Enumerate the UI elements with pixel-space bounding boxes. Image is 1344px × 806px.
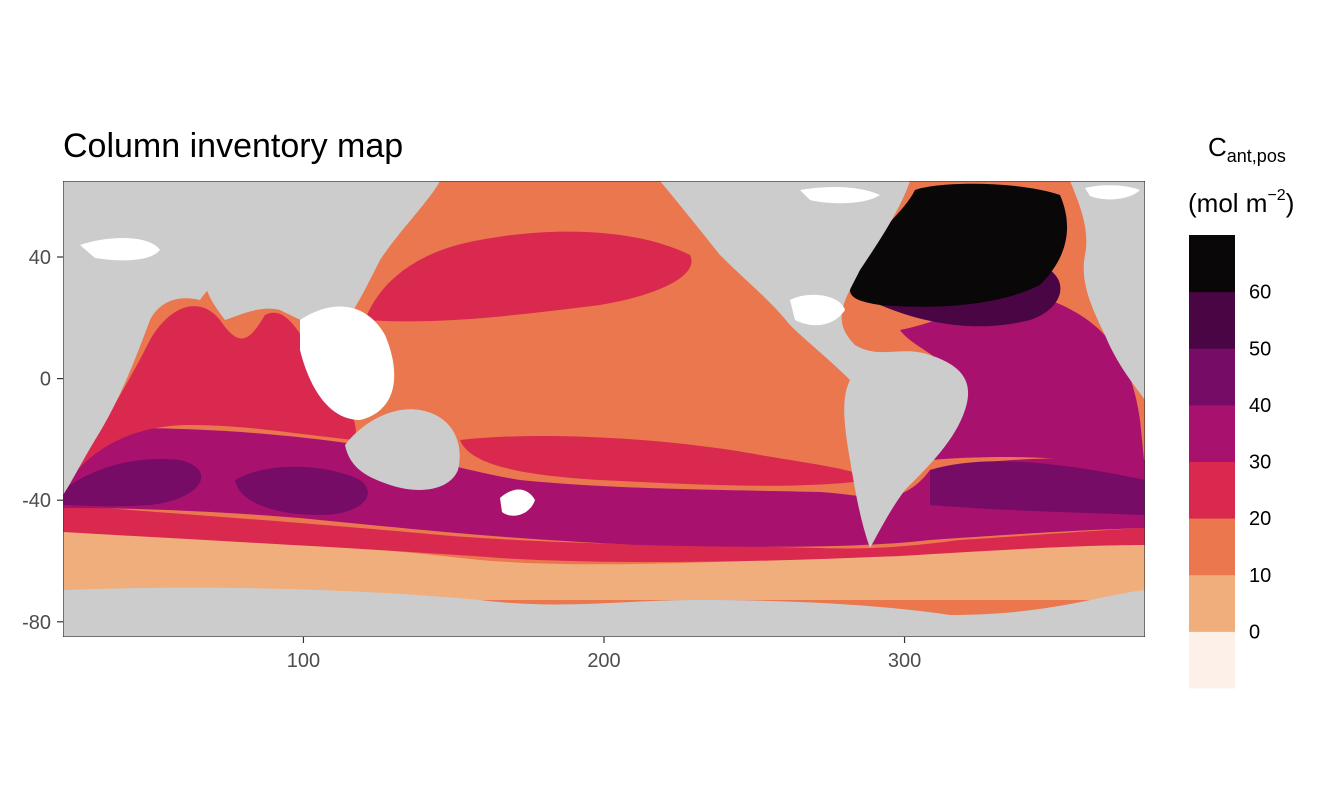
y-tick-label: 0 xyxy=(40,369,51,391)
south-pacific-20-30 xyxy=(460,435,870,486)
legend-label: 10 xyxy=(1249,565,1271,587)
legend-label: 0 xyxy=(1249,621,1260,643)
legend-bin xyxy=(1189,235,1235,293)
legend-label: 60 xyxy=(1249,282,1271,304)
legend-title-sub: ant,pos xyxy=(1227,146,1286,166)
legend-bin xyxy=(1189,574,1235,632)
map-title: Column inventory map xyxy=(63,127,403,165)
legend: Cant,pos (mol m−2) 60 50 40 30 20 10 0 xyxy=(1188,132,1294,689)
legend-units-sup: −2 xyxy=(1267,187,1285,204)
legend-title-main: C xyxy=(1208,132,1227,162)
x-tick-label: 200 xyxy=(587,650,620,672)
legend-bin xyxy=(1189,291,1235,349)
north-pacific-20-30 xyxy=(365,231,692,322)
legend-colorbar xyxy=(1189,235,1235,689)
legend-labels: 60 50 40 30 20 10 0 xyxy=(1249,282,1271,644)
legend-bin xyxy=(1189,631,1235,689)
legend-label: 20 xyxy=(1249,508,1271,530)
southern-core-australia xyxy=(235,466,368,515)
legend-label: 40 xyxy=(1249,395,1271,417)
map-panel xyxy=(63,181,1145,637)
y-tick-label: -80 xyxy=(22,612,51,634)
legend-label: 30 xyxy=(1249,452,1271,474)
y-tick-label: 40 xyxy=(29,247,51,269)
legend-bin xyxy=(1189,518,1235,576)
legend-label: 50 xyxy=(1249,338,1271,360)
southern-core-indian xyxy=(63,459,202,507)
legend-units-prefix: (mol m xyxy=(1188,188,1267,218)
legend-bin xyxy=(1189,348,1235,406)
legend-bin xyxy=(1189,404,1235,462)
indian-ocean-20-30 xyxy=(63,306,356,490)
north-atlantic-60plus xyxy=(850,183,1068,307)
y-axis: 40 0 -40 -80 xyxy=(22,247,63,634)
legend-units-suffix: ) xyxy=(1286,188,1295,218)
y-tick-label: -40 xyxy=(22,490,51,512)
missing-data xyxy=(80,185,1140,516)
southern-ocean-low xyxy=(63,530,1145,600)
x-tick-label: 300 xyxy=(888,650,921,672)
southern-core-atlantic xyxy=(930,461,1145,515)
svg-text:Cant,pos: Cant,pos xyxy=(1208,132,1286,166)
svg-text:(mol m−2): (mol m−2) xyxy=(1188,187,1294,218)
x-axis: 100 200 300 xyxy=(287,637,921,672)
x-tick-label: 100 xyxy=(287,650,320,672)
atlantic-30-40 xyxy=(900,297,1145,470)
legend-bin xyxy=(1189,461,1235,519)
southern-band-20-30 xyxy=(63,505,1145,563)
